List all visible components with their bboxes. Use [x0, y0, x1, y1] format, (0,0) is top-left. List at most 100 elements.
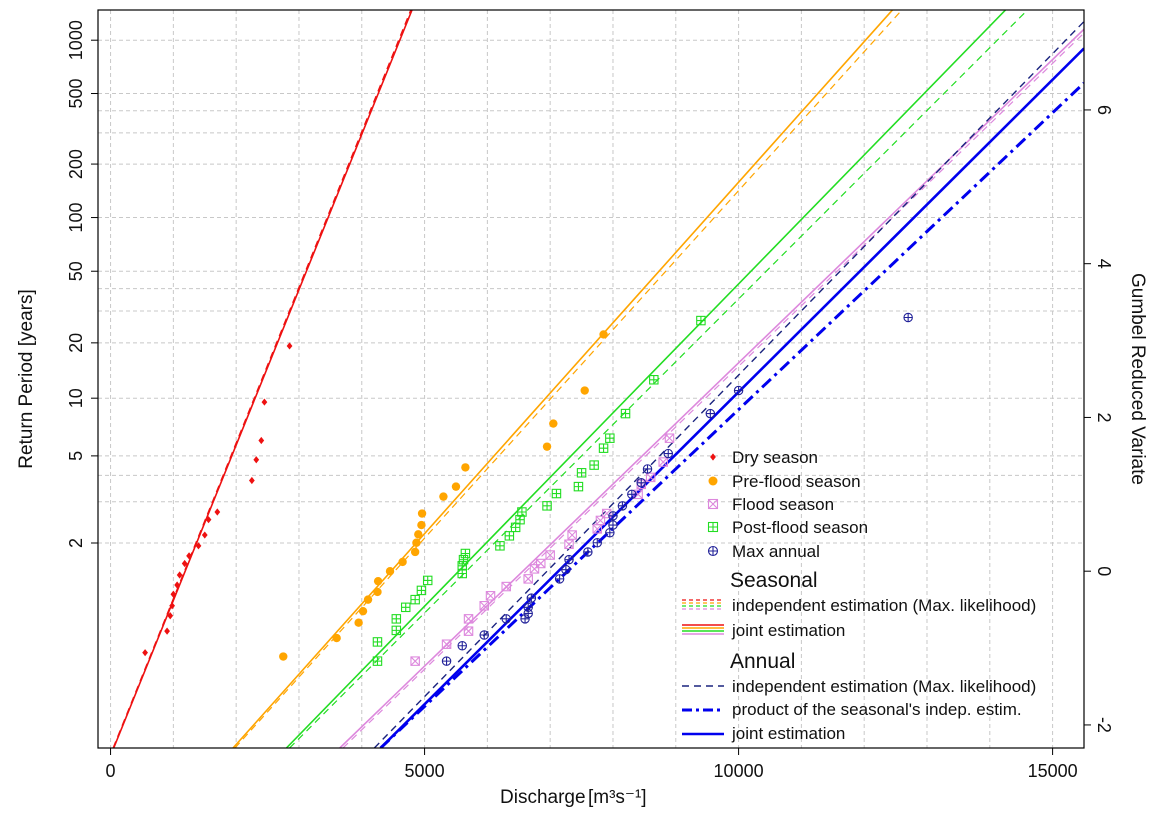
point-plus: [708, 546, 718, 556]
legend-swatch-postflood: [707, 521, 719, 533]
point-square: [595, 515, 606, 526]
point-diamond: [286, 342, 293, 350]
point-plus: [593, 538, 602, 547]
legend-swatch-max-annual: [707, 545, 719, 557]
point-circle: [549, 419, 558, 428]
point-circle: [363, 595, 373, 604]
point-cross: [664, 433, 675, 443]
legend-label-dry: Dry season: [732, 448, 818, 467]
y2-tick-label: 6: [1094, 105, 1114, 115]
legend-label-max-annual: Max annual: [732, 542, 820, 561]
point-circle: [542, 442, 552, 451]
point-circle: [373, 587, 382, 597]
legend-seasonal-title: Seasonal: [730, 569, 818, 592]
x-axis: 0 5000 10000 15000: [106, 748, 1078, 781]
point-plus: [583, 547, 593, 557]
legend-item-max-annual: Max annual: [707, 542, 820, 561]
point-circle: [708, 476, 718, 486]
point-cross: [410, 656, 420, 666]
legend-item-flood: Flood season: [707, 495, 834, 514]
point-circle: [332, 633, 341, 643]
point-circle: [414, 530, 423, 539]
legend-swatch-preflood: [708, 476, 718, 486]
legend-swatch-dry: [710, 453, 716, 461]
point-cross: [545, 550, 555, 560]
grid: [98, 10, 1084, 748]
legend-marker-items: Dry season Pre-flood season Flood season…: [707, 448, 868, 561]
point-diamond: [253, 456, 260, 464]
legend-annual-indep: independent estimation (Max. likelihood): [682, 677, 1036, 696]
point-plus: [410, 595, 420, 604]
point-circle: [354, 618, 363, 627]
y-tick-label: 500: [66, 78, 86, 108]
point-plus: [517, 507, 527, 517]
fit-line: [234, 10, 903, 748]
point-plus: [417, 586, 426, 595]
y-tick-label: 50: [66, 261, 86, 281]
fit-line: [112, 10, 413, 748]
point-circle: [599, 330, 608, 339]
y-tick-label: 100: [66, 203, 86, 233]
point-circle: [461, 463, 470, 472]
legend-annual-title: Annual: [730, 650, 795, 673]
point-diamond: [195, 542, 202, 550]
point-plus: [627, 490, 637, 499]
point-plus: [706, 409, 715, 418]
point-diamond: [710, 453, 716, 461]
point-square: [707, 498, 719, 510]
x-tick-label: 5000: [405, 761, 445, 781]
legend-annual-joint: joint estimation: [682, 724, 845, 743]
point-diamond: [169, 602, 175, 610]
point-square: [479, 601, 489, 611]
point-circle: [451, 482, 461, 491]
fit-line: [373, 21, 1084, 748]
fitted-lines: [112, 10, 1084, 748]
point-plus: [461, 549, 470, 558]
point-plus: [523, 603, 533, 612]
point-cross: [501, 581, 511, 592]
legend-label-preflood: Pre-flood season: [732, 472, 861, 491]
point-plus: [373, 656, 382, 666]
fit-line: [112, 10, 412, 748]
point-square: [463, 614, 474, 624]
legend-item-postflood: Post-flood season: [707, 518, 868, 537]
point-cross: [592, 524, 602, 534]
point-plus: [480, 630, 489, 640]
point-diamond: [181, 559, 188, 568]
point-plus: [734, 386, 743, 395]
point-plus: [373, 637, 382, 647]
point-cross: [708, 499, 718, 509]
fit-line: [285, 10, 1007, 748]
point-plus: [527, 593, 536, 603]
legend-seasonal-indep-label: independent estimation (Max. likelihood): [732, 596, 1036, 615]
data-points: [142, 312, 913, 666]
point-plus: [708, 522, 718, 532]
y-axis-label: Return Period [years]: [16, 289, 37, 469]
series-post-flood-season: [372, 315, 706, 666]
y2-tick-label: 2: [1094, 412, 1114, 422]
legend-label-flood: Flood season: [732, 495, 834, 514]
point-square: [601, 508, 612, 519]
point-plus: [459, 555, 468, 564]
point-plus: [505, 531, 514, 541]
point-plus: [495, 541, 505, 551]
series-max-annual: [441, 312, 913, 666]
point-diamond: [174, 581, 181, 589]
point-circle: [580, 386, 589, 395]
point-diamond: [176, 571, 183, 579]
point-circle: [398, 557, 407, 567]
point-plus: [442, 656, 451, 666]
point-square: [523, 574, 533, 584]
point-plus: [423, 576, 432, 585]
point-cross: [485, 591, 496, 601]
x-tick-label: 10000: [714, 761, 764, 781]
point-diamond: [258, 436, 265, 445]
point-square: [567, 530, 577, 540]
point-plus: [564, 555, 574, 564]
point-plus: [561, 565, 571, 574]
point-cross: [441, 639, 452, 649]
legend-seasonal-joint-label: joint estimation: [731, 621, 845, 640]
y-tick-label: 20: [66, 333, 86, 353]
point-circle: [412, 538, 421, 547]
point-plus: [511, 523, 520, 532]
